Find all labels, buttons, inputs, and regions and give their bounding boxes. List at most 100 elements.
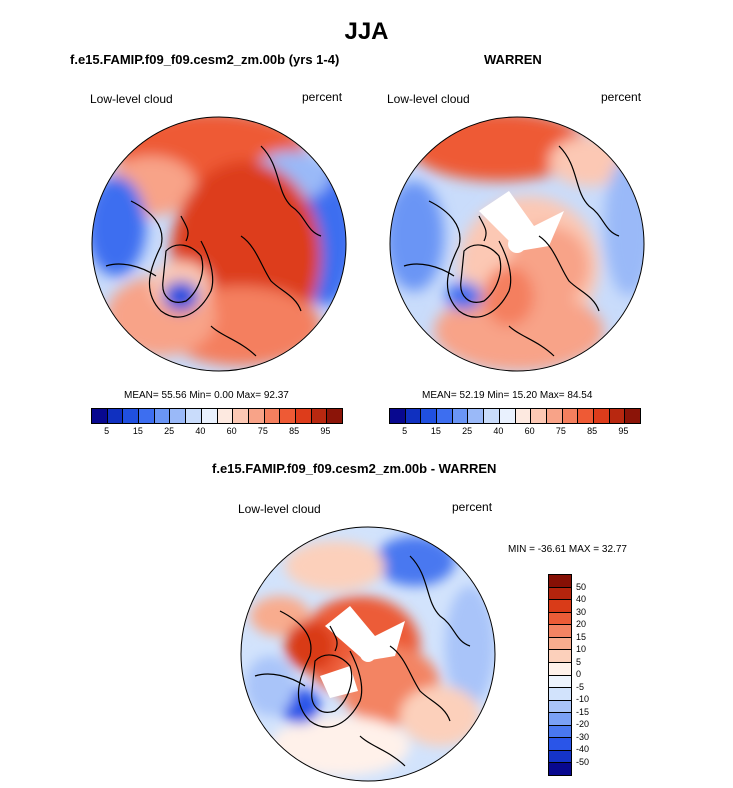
colorbar-swatch: [247, 409, 264, 423]
colorbar-tick-label: 15: [430, 426, 441, 436]
panel2-max: 84.54: [567, 390, 593, 401]
colorbar-swatch: [561, 409, 578, 423]
panel1-map: [91, 116, 347, 372]
colorbar-swatch: [549, 724, 571, 738]
colorbar-swatch: [549, 699, 571, 713]
colorbar-tick-label: 95: [320, 426, 331, 436]
colorbar-tick-label: 40: [576, 594, 587, 604]
colorbar-tick-label: 75: [257, 426, 268, 436]
colorbar-swatch: [549, 586, 571, 600]
panel2-colorbar: [389, 408, 641, 424]
panel1-min: 0.00: [214, 390, 234, 401]
colorbar-swatch: [549, 636, 571, 650]
colorbar-tick-label: -30: [576, 731, 590, 742]
panel2-min: 15.20: [512, 390, 538, 401]
colorbar-swatch: [549, 762, 571, 775]
panel2-mean-label: MEAN=: [422, 390, 457, 401]
panel1-max: 92.37: [263, 390, 289, 401]
colorbar-swatch: [232, 409, 248, 423]
colorbar-swatch: [216, 409, 233, 423]
colorbar-swatch: [549, 749, 571, 763]
colorbar-tick-label: 75: [555, 426, 566, 436]
colorbar-tick-label: 60: [524, 426, 535, 436]
panel2-title: WARREN: [484, 52, 542, 67]
panel1-colorbar: [91, 408, 343, 424]
colorbar-swatch: [498, 409, 515, 423]
colorbar-swatch: [404, 409, 421, 423]
panel2-units: percent: [601, 90, 642, 104]
figure-title: JJA: [344, 18, 389, 45]
colorbar-swatch: [467, 409, 484, 423]
panel2-mean: 52.19: [459, 390, 485, 401]
colorbar-tick-label: 0: [576, 669, 582, 679]
panel2-min-label: Min=: [487, 390, 510, 401]
panel3-title: f.e15.FAMIP.f09_f09.cesm2_zm.00b - WARRE…: [212, 461, 497, 476]
colorbar-swatch: [200, 409, 217, 423]
colorbar-swatch: [122, 409, 139, 423]
colorbar-swatch: [549, 624, 571, 637]
colorbar-swatch: [294, 409, 311, 423]
colorbar-tick-label: 10: [576, 644, 587, 654]
colorbar-swatch: [549, 611, 571, 625]
colorbar-swatch: [549, 712, 571, 725]
colorbar-tick-label: -10: [576, 694, 590, 704]
panel1-min-label: Min=: [189, 390, 212, 401]
colorbar-swatch: [545, 409, 562, 423]
colorbar-tick-label: 50: [576, 581, 587, 592]
colorbar-swatch: [390, 409, 405, 423]
panel1-units: percent: [302, 90, 343, 104]
panel1-mean: 55.56: [161, 390, 187, 401]
colorbar-tick-label: 30: [576, 606, 587, 617]
panel3-variable: Low-level cloud: [238, 502, 321, 516]
panel1-max-label: Max=: [236, 390, 262, 401]
colorbar-tick-label: 15: [132, 426, 143, 436]
colorbar-swatch: [451, 409, 468, 423]
colorbar-tick-label: -40: [576, 744, 590, 754]
colorbar-swatch: [92, 409, 107, 423]
colorbar-swatch: [624, 409, 640, 423]
panel1-stats: MEAN= 55.56 Min= 0.00 Max= 92.37: [124, 390, 289, 401]
colorbar-swatch: [577, 409, 593, 423]
colorbar-swatch: [549, 575, 571, 587]
panel3-map: [240, 526, 496, 782]
colorbar-swatch: [420, 409, 437, 423]
colorbar-tick-label: 15: [576, 631, 587, 642]
panel1-title: f.e15.FAMIP.f09_f09.cesm2_zm.00b (yrs 1-…: [70, 52, 340, 67]
colorbar-swatch: [549, 737, 571, 750]
colorbar-tick-label: 20: [576, 619, 587, 629]
colorbar-tick-label: -20: [576, 719, 590, 729]
colorbar-swatch: [185, 409, 201, 423]
colorbar-tick-label: 95: [618, 426, 629, 436]
panel2-map: [389, 116, 645, 372]
colorbar-swatch: [279, 409, 295, 423]
panel1-mean-label: MEAN=: [124, 390, 159, 401]
colorbar-tick-label: 40: [493, 426, 504, 436]
colorbar-swatch: [310, 409, 327, 423]
panel3-units: percent: [452, 500, 493, 514]
colorbar-swatch: [169, 409, 186, 423]
colorbar-tick-label: 40: [195, 426, 206, 436]
colorbar-swatch: [608, 409, 625, 423]
panel3-colorbar: [548, 574, 572, 776]
colorbar-swatch: [106, 409, 123, 423]
colorbar-tick-label: 60: [226, 426, 237, 436]
colorbar-swatch: [326, 409, 342, 423]
colorbar-swatch: [592, 409, 609, 423]
colorbar-tick-label: 5: [104, 426, 110, 436]
panel2-colorbar-ticks: 5 15 25 40 60 75 85 95: [389, 426, 639, 438]
colorbar-swatch: [436, 409, 452, 423]
colorbar-swatch: [483, 409, 499, 423]
panel1-variable: Low-level cloud: [90, 92, 173, 106]
colorbar-tick-label: -15: [576, 706, 590, 717]
colorbar-tick-label: -5: [576, 681, 585, 692]
colorbar-tick-label: 5: [576, 656, 582, 667]
colorbar-tick-label: -50: [576, 756, 590, 767]
colorbar-swatch: [549, 674, 571, 688]
panel1-colorbar-ticks: 5 15 25 40 60 75 85 95: [91, 426, 341, 438]
colorbar-swatch: [549, 599, 571, 612]
colorbar-swatch: [514, 409, 531, 423]
colorbar-swatch: [138, 409, 154, 423]
colorbar-tick-label: 5: [402, 426, 408, 436]
colorbar-swatch: [263, 409, 280, 423]
colorbar-swatch: [549, 687, 571, 700]
